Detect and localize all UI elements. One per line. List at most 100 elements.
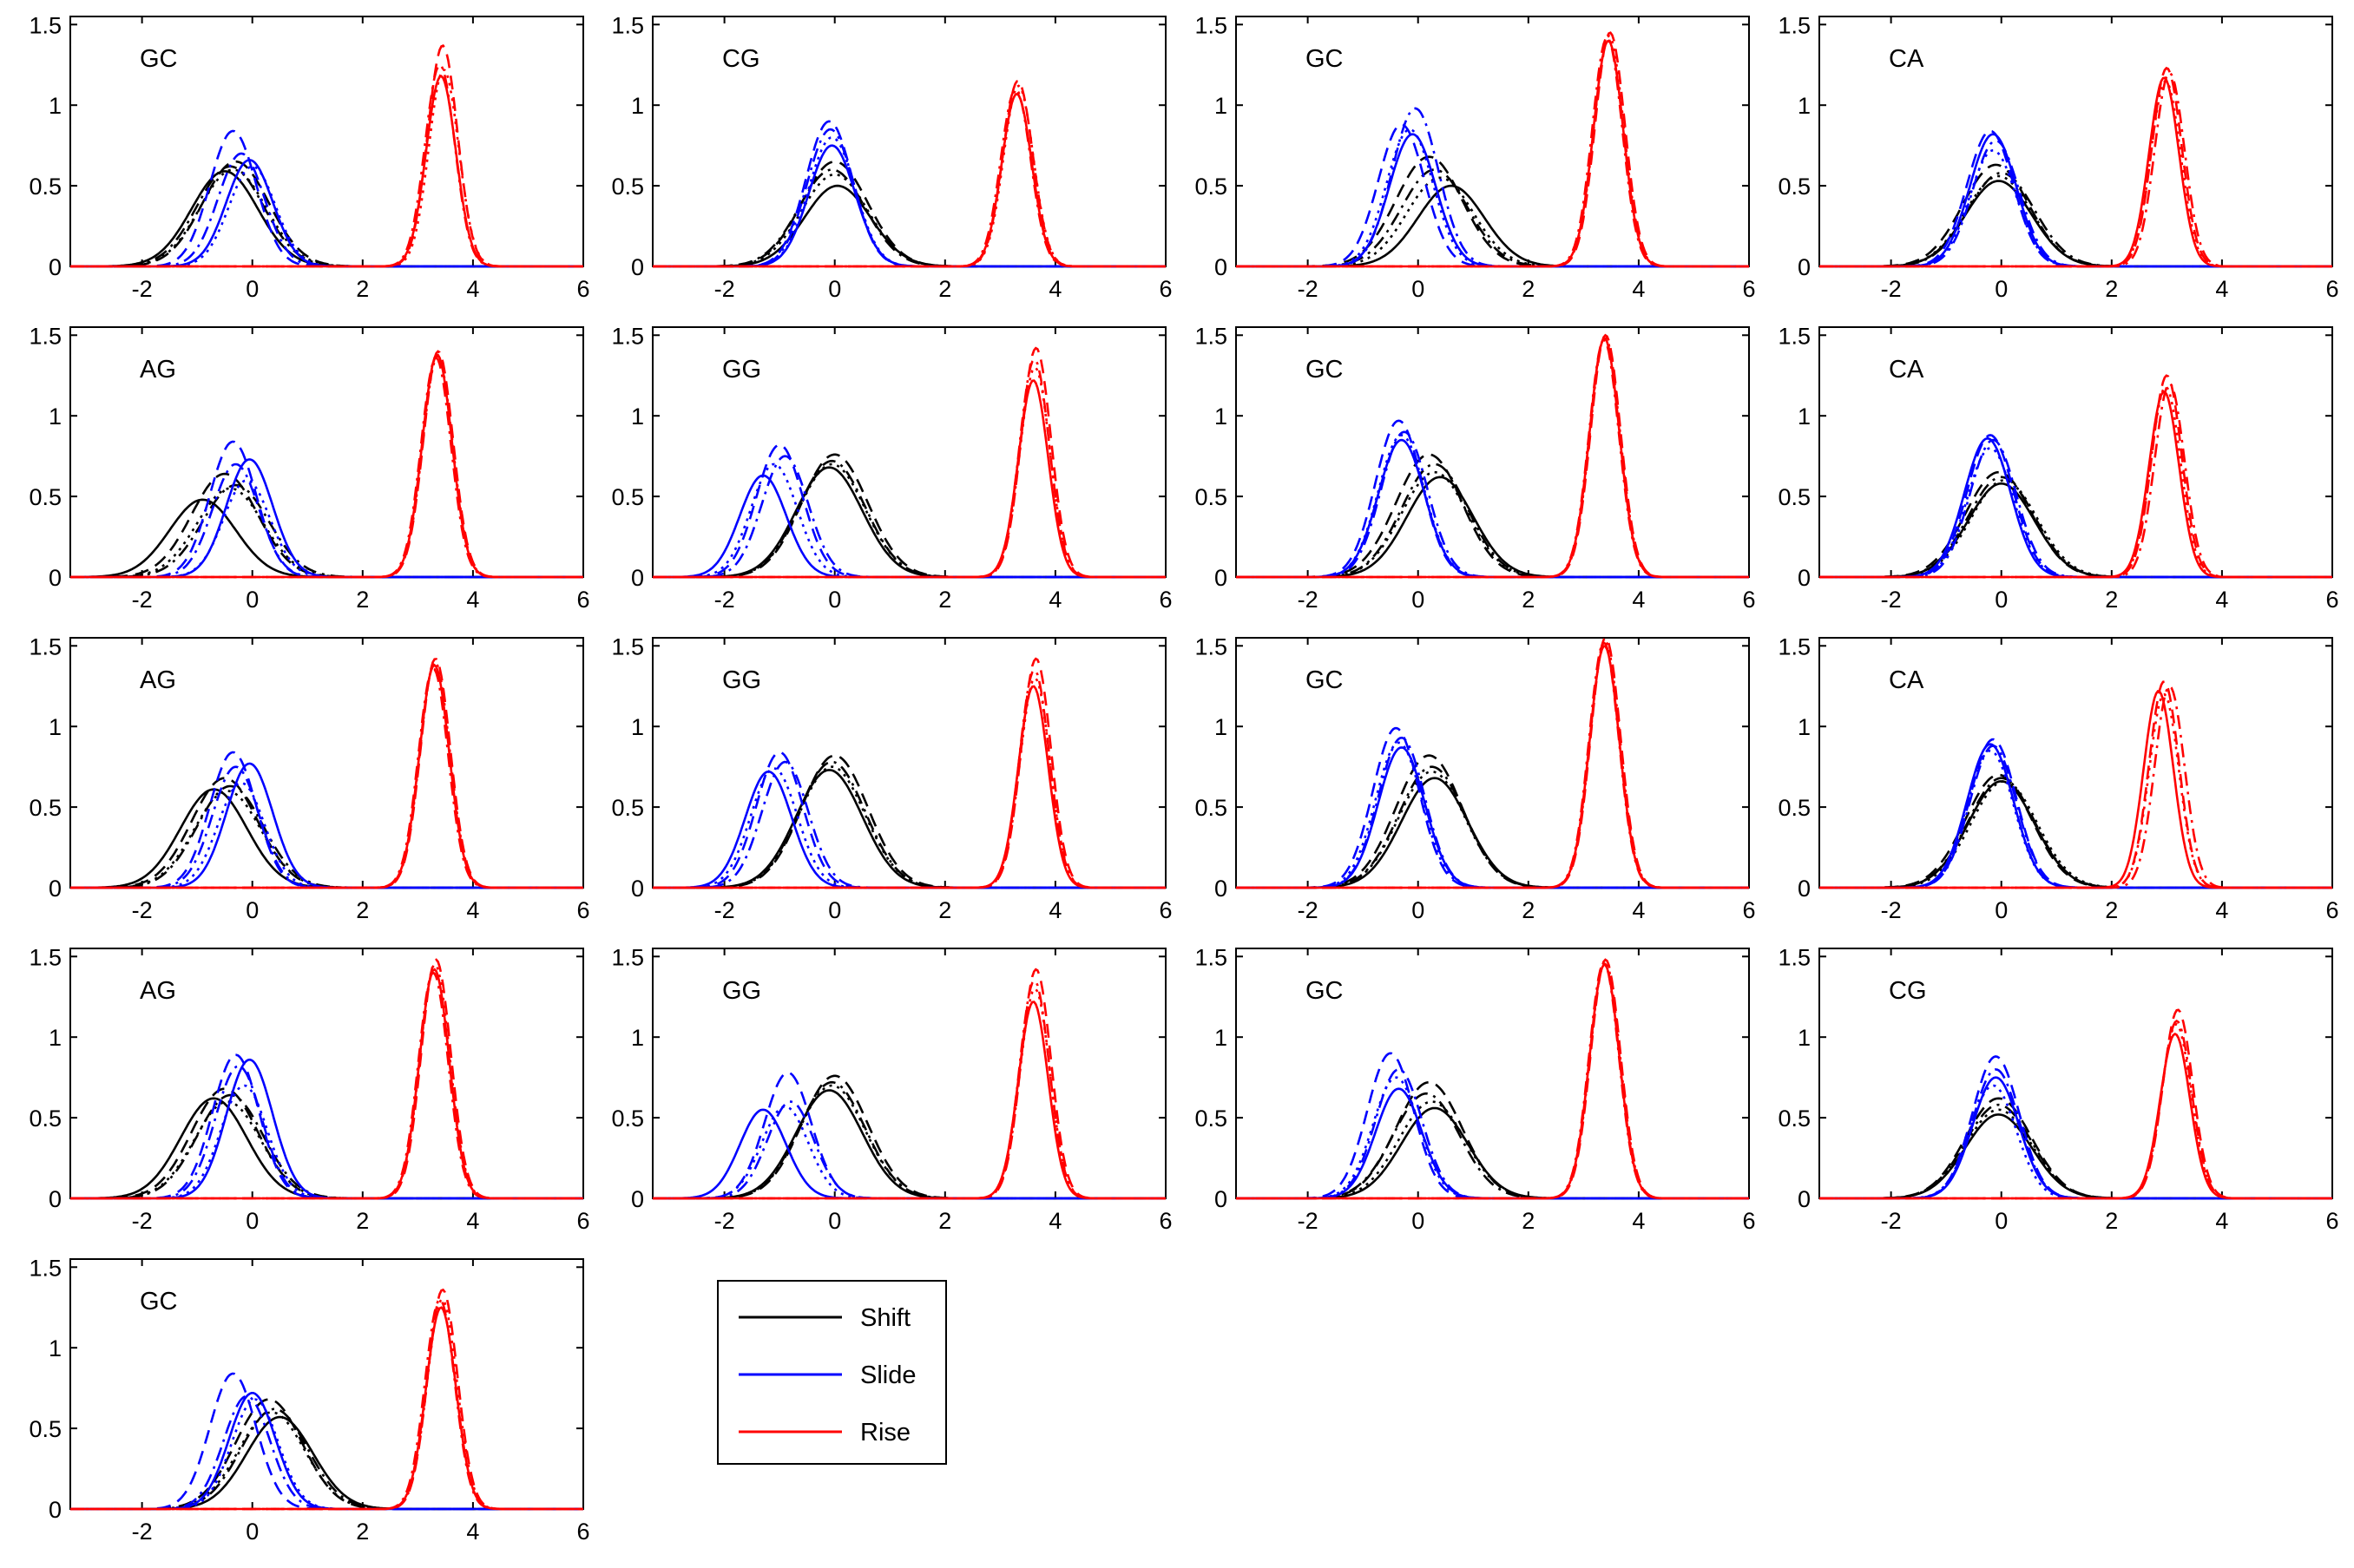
- x-tick-label: 0: [1411, 276, 1424, 302]
- axes-frame: [69, 637, 584, 889]
- y-tick-label: 1.5: [29, 12, 62, 38]
- y-tick-label: 1.5: [29, 323, 62, 349]
- y-tick-label: 0.5: [1778, 1105, 1811, 1132]
- x-tick-label: -2: [1881, 1208, 1902, 1234]
- y-tick-label: 0: [49, 876, 62, 902]
- y-tick-label: 1.5: [29, 1255, 62, 1281]
- y-tick-label: 1.5: [1194, 12, 1227, 38]
- y-tick-label: 0: [1214, 254, 1227, 280]
- curve-rise-dashed: [70, 658, 583, 889]
- x-tick-label: -2: [1881, 276, 1902, 302]
- x-tick-label: -2: [1298, 1208, 1318, 1234]
- x-tick-label: 2: [938, 276, 951, 302]
- curve-rise-dashed: [70, 1288, 583, 1511]
- panel-label: GG: [722, 356, 761, 384]
- curve-rise-dotted: [1236, 960, 1749, 1200]
- curve-rise-dash-dot: [1819, 382, 2332, 579]
- y-tick-label: 1: [1214, 93, 1227, 119]
- y-tick-label: 0: [49, 1497, 62, 1523]
- curve-rise-dash-dot: [1819, 71, 2332, 268]
- legend-box: [717, 1280, 947, 1465]
- y-tick-label: 0: [1798, 565, 1811, 591]
- x-tick-label: 4: [2215, 897, 2228, 923]
- y-tick-label: 0.5: [1778, 174, 1811, 200]
- y-tick-label: 1.5: [1194, 323, 1227, 349]
- y-tick-label: 1.5: [611, 12, 644, 38]
- x-tick-label: 6: [1159, 1208, 1172, 1234]
- axes-frame: [69, 948, 584, 1199]
- y-tick-label: 0.5: [1194, 1105, 1227, 1132]
- curve-shift-dotted: [70, 1100, 583, 1200]
- x-tick-label: -2: [1298, 897, 1318, 923]
- y-tick-label: 0.5: [29, 174, 62, 200]
- x-tick-label: 2: [938, 587, 951, 613]
- panel-label: CA: [1889, 356, 1924, 384]
- y-tick-label: 1: [1214, 403, 1227, 430]
- y-tick-label: 0.5: [611, 795, 644, 821]
- y-tick-label: 0: [49, 565, 62, 591]
- y-tick-label: 1.5: [29, 633, 62, 659]
- curve-shift-dash-dot: [70, 483, 583, 579]
- x-tick-label: 2: [1522, 1208, 1535, 1234]
- y-tick-label: 0: [631, 254, 644, 280]
- y-tick-label: 1.5: [29, 944, 62, 970]
- curve-rise-dash-dot: [1236, 36, 1749, 268]
- x-tick-label: 6: [1742, 276, 1755, 302]
- x-tick-label: 6: [1159, 897, 1172, 923]
- curve-rise-dash-dot: [70, 63, 583, 268]
- panel: -2 0 2 4 6 0 0.5 1 1.5 GC: [1194, 944, 1755, 1234]
- x-tick-label: 4: [466, 276, 479, 302]
- x-tick-label: 2: [1522, 897, 1535, 923]
- x-tick-label: -2: [132, 587, 153, 613]
- y-tick-label: 0: [49, 254, 62, 280]
- panel-label: AG: [140, 666, 176, 694]
- curve-rise-dash-dot: [653, 668, 1166, 889]
- x-tick-label: -2: [132, 1208, 153, 1234]
- panel: -2 0 2 4 6 0 0.5 1 1.5 CA: [1778, 323, 2338, 613]
- y-tick-label: 1.5: [611, 323, 644, 349]
- x-tick-label: -2: [714, 897, 735, 923]
- y-tick-label: 0: [631, 876, 644, 902]
- y-tick-label: 1: [49, 1335, 62, 1361]
- x-tick-label: 0: [1995, 587, 2008, 613]
- x-tick-label: 6: [2325, 897, 2338, 923]
- x-tick-label: 2: [938, 897, 951, 923]
- panel: -2 0 2 4 6 0 0.5 1 1.5 CG: [1778, 944, 2338, 1234]
- x-tick-label: 4: [466, 1519, 479, 1545]
- x-tick-label: 2: [2105, 587, 2118, 613]
- y-tick-label: 0.5: [1194, 174, 1227, 200]
- x-tick-label: 2: [1522, 276, 1535, 302]
- panel-label: GG: [722, 977, 761, 1005]
- y-tick-label: 1.5: [611, 633, 644, 659]
- axes-frame: [69, 326, 584, 578]
- y-tick-label: 1: [49, 403, 62, 430]
- panel-label: GC: [140, 1288, 178, 1315]
- axes-frame: [1235, 948, 1750, 1199]
- x-tick-label: 4: [466, 1208, 479, 1234]
- axes-frame: [69, 1258, 584, 1510]
- y-tick-label: 0: [49, 1186, 62, 1212]
- curve-slide-dash-dot: [653, 760, 1166, 889]
- axes-frame: [652, 326, 1167, 578]
- x-tick-label: 4: [1049, 276, 1062, 302]
- x-tick-label: 0: [828, 1208, 841, 1234]
- x-tick-label: 2: [356, 587, 369, 613]
- y-tick-label: 1: [1798, 93, 1811, 119]
- legend-label-rise: Rise: [860, 1419, 911, 1447]
- y-tick-label: 0.5: [611, 484, 644, 510]
- y-tick-label: 0: [1798, 254, 1811, 280]
- y-tick-label: 0.5: [1194, 795, 1227, 821]
- y-tick-label: 0: [1214, 876, 1227, 902]
- y-tick-label: 1: [1214, 1025, 1227, 1051]
- y-tick-label: 0: [1214, 565, 1227, 591]
- y-tick-label: 1: [631, 93, 644, 119]
- panel-label: GC: [140, 45, 178, 73]
- y-tick-label: 0.5: [611, 174, 644, 200]
- x-tick-label: 0: [1995, 276, 2008, 302]
- x-tick-label: -2: [714, 1208, 735, 1234]
- x-tick-label: 4: [1632, 897, 1645, 923]
- x-tick-label: 6: [576, 276, 589, 302]
- curve-shift-dotted: [70, 487, 583, 579]
- y-tick-label: 0.5: [1778, 484, 1811, 510]
- x-tick-label: 4: [466, 587, 479, 613]
